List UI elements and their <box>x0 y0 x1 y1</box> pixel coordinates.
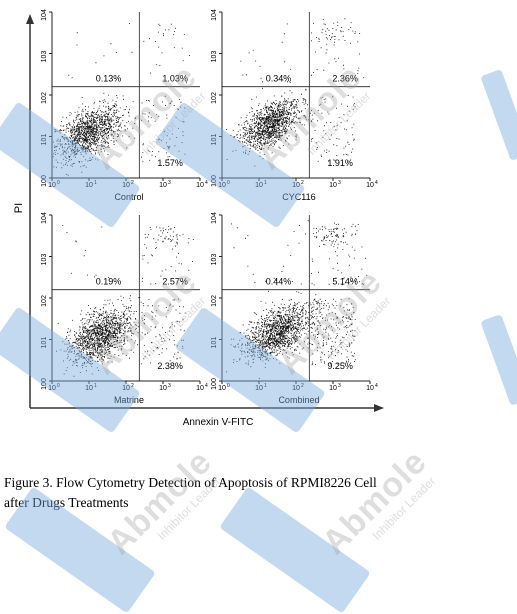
x-tick-label: 10 <box>48 385 56 392</box>
y-tick-label: 100 <box>211 378 218 390</box>
x-tick-exponent: 0 <box>57 180 60 186</box>
quadrant-lower-right-label: 2.38% <box>157 361 183 371</box>
x-tick-exponent: 3 <box>338 383 341 389</box>
x-tick-exponent: 0 <box>227 180 230 186</box>
y-tick-label: 103 <box>41 51 48 63</box>
y-tick-label: 104 <box>211 9 218 21</box>
x-tick-exponent: 1 <box>264 180 267 186</box>
event-dots <box>226 220 368 379</box>
x-tick-label: 10 <box>329 385 337 392</box>
x-tick-exponent: 4 <box>205 383 208 389</box>
caption-line-1: Figure 3. Flow Cytometry Detection of Ap… <box>4 475 377 490</box>
event-dots <box>56 225 194 377</box>
y-tick-label: 103 <box>41 254 48 266</box>
x-tick-label: 10 <box>329 182 337 189</box>
quadrant-upper-right-label: 2.36% <box>332 74 358 84</box>
x-tick-label: 10 <box>48 182 56 189</box>
y-tick-label: 101 <box>211 337 218 349</box>
x-tick-label: 10 <box>159 385 167 392</box>
x-tick-label: 10 <box>122 182 130 189</box>
x-tick-exponent: 4 <box>375 383 378 389</box>
x-tick-label: 10 <box>255 182 263 189</box>
x-tick-exponent: 2 <box>131 383 134 389</box>
y-axis-label: PI <box>13 203 25 213</box>
y-tick-label: 102 <box>211 92 218 104</box>
event-dots <box>52 23 190 176</box>
x-tick-exponent: 1 <box>264 383 267 389</box>
x-axis-label: Annexin V-FITC <box>183 417 254 428</box>
panel-name: CYC116 <box>282 192 315 202</box>
y-tick-label: 102 <box>41 295 48 307</box>
x-tick-exponent: 2 <box>301 383 304 389</box>
quadrant-upper-left-label: 0.19% <box>96 277 122 287</box>
event-dots <box>225 18 365 167</box>
quadrant-lower-right-label: 1.57% <box>157 158 183 168</box>
x-tick-exponent: 1 <box>94 383 97 389</box>
x-tick-label: 10 <box>218 385 226 392</box>
quadrant-upper-left-label: 0.13% <box>96 74 122 84</box>
x-tick-label: 10 <box>196 182 204 189</box>
x-tick-exponent: 2 <box>131 180 134 186</box>
y-tick-label: 102 <box>41 92 48 104</box>
x-axis-arrowhead <box>374 404 384 412</box>
x-tick-exponent: 0 <box>227 383 230 389</box>
figure-caption: Figure 3. Flow Cytometry Detection of Ap… <box>4 473 464 513</box>
y-tick-label: 102 <box>211 295 218 307</box>
caption-line-2: after Drugs Treatments <box>4 495 129 510</box>
x-tick-exponent: 2 <box>301 180 304 186</box>
x-tick-label: 10 <box>292 385 300 392</box>
quadrant-lower-right-label: 1.91% <box>327 158 353 168</box>
x-tick-exponent: 0 <box>57 383 60 389</box>
quadrant-lower-right-label: 9.25% <box>327 361 353 371</box>
x-tick-label: 10 <box>218 182 226 189</box>
x-tick-label: 10 <box>85 385 93 392</box>
y-tick-label: 101 <box>41 134 48 146</box>
x-tick-label: 10 <box>292 182 300 189</box>
x-tick-label: 10 <box>196 385 204 392</box>
y-tick-label: 100 <box>41 378 48 390</box>
y-tick-label: 103 <box>211 254 218 266</box>
y-tick-label: 104 <box>41 212 48 224</box>
x-tick-label: 10 <box>85 182 93 189</box>
quadrant-upper-right-label: 1.03% <box>162 74 188 84</box>
y-tick-label: 104 <box>41 9 48 21</box>
quadrant-upper-right-label: 2.57% <box>162 277 188 287</box>
y-tick-label: 101 <box>41 337 48 349</box>
x-tick-label: 10 <box>159 182 167 189</box>
panel-name: Combined <box>278 395 319 405</box>
x-tick-label: 10 <box>366 385 374 392</box>
x-tick-exponent: 3 <box>338 180 341 186</box>
panel-name: Matrine <box>114 395 144 405</box>
quadrant-upper-left-label: 0.34% <box>266 74 292 84</box>
x-tick-label: 10 <box>366 182 374 189</box>
panel-name: Control <box>114 192 143 202</box>
x-tick-label: 10 <box>122 385 130 392</box>
y-tick-label: 103 <box>211 51 218 63</box>
quadrant-upper-right-label: 5.14% <box>332 277 358 287</box>
x-tick-exponent: 1 <box>94 180 97 186</box>
x-tick-exponent: 4 <box>375 180 378 186</box>
x-tick-exponent: 3 <box>168 383 171 389</box>
y-axis-arrowhead <box>26 14 34 24</box>
x-tick-exponent: 3 <box>168 180 171 186</box>
x-tick-label: 10 <box>255 385 263 392</box>
y-tick-label: 100 <box>211 175 218 187</box>
y-tick-label: 100 <box>41 175 48 187</box>
y-tick-label: 101 <box>211 134 218 146</box>
quadrant-upper-left-label: 0.44% <box>266 277 292 287</box>
y-tick-label: 104 <box>211 212 218 224</box>
x-tick-exponent: 4 <box>205 180 208 186</box>
